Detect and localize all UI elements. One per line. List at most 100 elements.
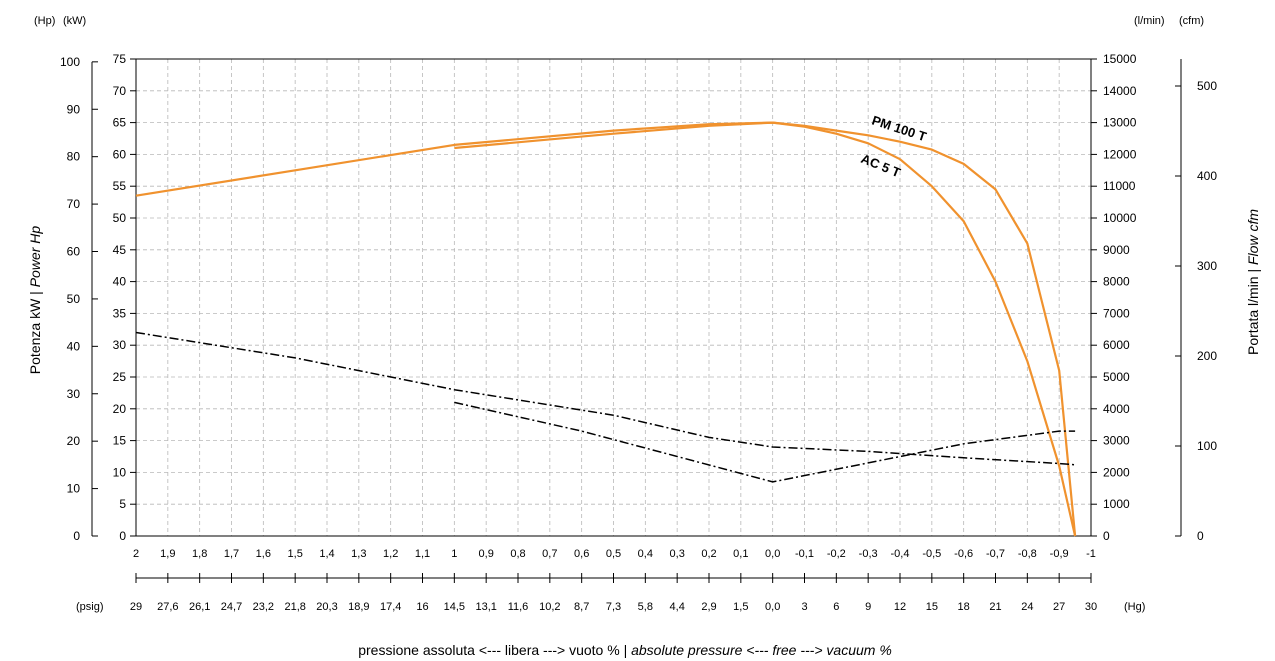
y-axis-title-right-italic: Flow cfm	[1245, 209, 1261, 265]
lmin-unit-label: (l/min)	[1134, 15, 1165, 27]
lmin-tick-label: 14000	[1103, 84, 1137, 98]
series-line-2	[135, 331, 1076, 466]
kw-tick-label: 5	[119, 497, 126, 511]
bar-tick-label: 0,2	[701, 548, 716, 560]
y-axis-title-right-regular: Portata l/min |	[1245, 265, 1261, 355]
bar-tick-label: -0,5	[922, 548, 941, 560]
lmin-tick-label: 13000	[1103, 116, 1137, 130]
bar-tick-label: -0,2	[827, 548, 846, 560]
pressure-scale-label: 20,3	[316, 601, 337, 613]
bar-tick-label: 1,5	[288, 548, 303, 560]
pressure-scale-label: 12	[894, 601, 906, 613]
pressure-scale-label: 11,6	[508, 601, 529, 613]
hg-unit-label: (Hg)	[1124, 601, 1145, 613]
pressure-scale-label: 0,0	[765, 601, 780, 613]
axes: 0510152025303540455055606570750102030405…	[60, 52, 1217, 613]
bar-tick-label: 0,3	[670, 548, 685, 560]
pressure-scale-label: 1,5	[733, 601, 748, 613]
hp-tick-label: 30	[67, 387, 81, 401]
y-axis-title-right: Portata l/min | Flow cfm	[1245, 209, 1261, 355]
y-axis-title-left: Potenza kW | Power Hp	[27, 226, 43, 375]
pressure-scale-label: 21	[989, 601, 1001, 613]
y-axis-title-left-italic: Power Hp	[27, 226, 43, 288]
hp-tick-label: 50	[67, 292, 81, 306]
bar-tick-label: 0,5	[606, 548, 621, 560]
lmin-tick-label: 6000	[1103, 338, 1130, 352]
lmin-tick-label: 8000	[1103, 275, 1130, 289]
kw-tick-label: 60	[113, 147, 127, 161]
bar-tick-label: -0,3	[859, 548, 878, 560]
kw-tick-label: 40	[113, 275, 127, 289]
lmin-tick-label: 11000	[1103, 179, 1136, 193]
x-axis-title: pressione assoluta <--- libera ---> vuot…	[358, 642, 892, 658]
bar-tick-label: 0,0	[765, 548, 780, 560]
pressure-scale-label: 10,2	[539, 601, 560, 613]
kw-tick-label: 65	[113, 116, 127, 130]
x-axis-title-italic: absolute pressure <--- free ---> vacuum …	[631, 642, 892, 658]
kw-tick-label: 45	[113, 243, 127, 257]
series	[135, 121, 1077, 537]
bar-tick-label: 1,7	[224, 548, 239, 560]
cfm-tick-label: 200	[1197, 349, 1217, 363]
cfm-tick-label: 400	[1197, 169, 1217, 183]
bar-tick-label: 0,9	[479, 548, 494, 560]
kw-tick-label: 70	[113, 84, 127, 98]
pressure-scale-label: 26,1	[189, 601, 210, 613]
pressure-scale-label: 24	[1021, 601, 1033, 613]
kw-tick-label: 10	[113, 465, 127, 479]
pressure-scale-label: 5,8	[638, 601, 653, 613]
series-line-3	[454, 401, 1076, 483]
bar-tick-label: 1,9	[160, 548, 175, 560]
pressure-scale-label: 14,5	[444, 601, 465, 613]
pressure-scale-label: 30	[1085, 601, 1097, 613]
y-axis-title-left-regular: Potenza kW |	[27, 287, 43, 374]
bar-tick-label: -0,9	[1050, 548, 1069, 560]
hp-tick-label: 70	[67, 197, 81, 211]
hp-tick-label: 0	[73, 529, 80, 543]
hp-tick-label: 60	[67, 245, 81, 259]
lmin-tick-label: 10000	[1103, 211, 1137, 225]
bar-tick-label: -0,6	[954, 548, 973, 560]
pressure-scale-label: 4,4	[670, 601, 685, 613]
pressure-scale-label: 29	[130, 601, 142, 613]
cfm-tick-label: 0	[1197, 529, 1204, 543]
bar-tick-label: 1,1	[415, 548, 430, 560]
cfm-tick-label: 300	[1197, 259, 1217, 273]
bar-tick-label: -1	[1086, 548, 1096, 560]
hp-tick-label: 10	[67, 482, 81, 496]
hp-tick-label: 40	[67, 339, 81, 353]
kw-unit-label: (kW)	[63, 15, 86, 27]
pressure-scale-label: 2,9	[701, 601, 716, 613]
pressure-scale-label: 3	[801, 601, 807, 613]
pressure-scale-label: 21,8	[284, 601, 305, 613]
hp-tick-label: 100	[60, 55, 80, 69]
pressure-scale-label: 6	[833, 601, 839, 613]
lmin-tick-label: 9000	[1103, 243, 1130, 257]
bar-tick-label: 1,2	[383, 548, 398, 560]
pressure-scale-label: 23,2	[253, 601, 274, 613]
pressure-scale-label: 16	[416, 601, 428, 613]
lmin-tick-label: 7000	[1103, 306, 1130, 320]
bar-tick-label: 1,6	[256, 548, 271, 560]
cfm-tick-label: 100	[1197, 439, 1217, 453]
hp-tick-label: 80	[67, 150, 81, 164]
bar-tick-label: 0,8	[510, 548, 525, 560]
lmin-tick-label: 5000	[1103, 370, 1130, 384]
bar-tick-label: 1,4	[319, 548, 334, 560]
hp-tick-label: 90	[67, 102, 81, 116]
kw-tick-label: 25	[113, 370, 127, 384]
pressure-scale-label: 18,9	[348, 601, 369, 613]
lmin-tick-label: 12000	[1103, 147, 1137, 161]
bar-tick-label: -0,4	[891, 548, 910, 560]
lmin-tick-label: 3000	[1103, 434, 1130, 448]
series-label-ac5t: AC 5 T	[859, 151, 903, 180]
pressure-scale-label: 27	[1053, 601, 1065, 613]
pressure-scale-label: 18	[958, 601, 970, 613]
bar-tick-label: 2	[133, 548, 139, 560]
x-axis-title-regular: pressione assoluta <--- libera ---> vuot…	[358, 642, 631, 658]
pressure-scale-label: 24,7	[221, 601, 242, 613]
kw-tick-label: 30	[113, 338, 127, 352]
bar-tick-label: 1,8	[192, 548, 207, 560]
bar-tick-label: 1,3	[351, 548, 366, 560]
